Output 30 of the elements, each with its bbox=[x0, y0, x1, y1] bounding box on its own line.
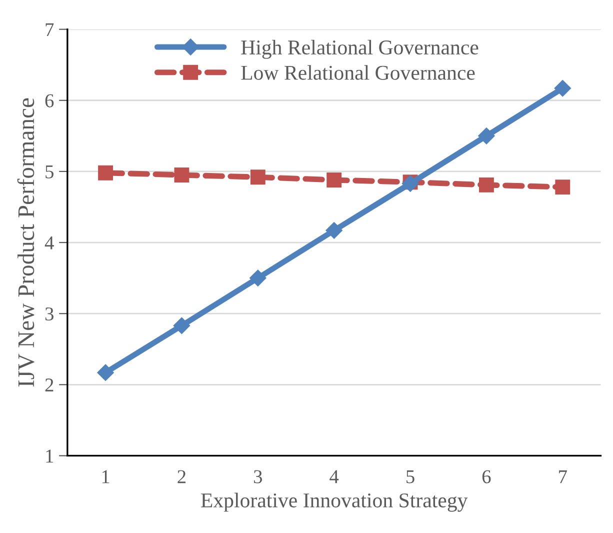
y-tick-label: 6 bbox=[45, 94, 54, 108]
point bbox=[326, 172, 342, 188]
x-tick-label: 1 bbox=[102, 470, 110, 484]
legend-label: Low Relational Governance bbox=[241, 65, 475, 80]
point bbox=[98, 165, 113, 180]
x-tick-label: 6 bbox=[482, 470, 491, 484]
point bbox=[173, 317, 190, 334]
point bbox=[97, 364, 114, 381]
y-tick-label: 7 bbox=[46, 23, 54, 36]
point bbox=[555, 180, 570, 195]
x-tick-label: 4 bbox=[330, 470, 339, 484]
point bbox=[250, 170, 266, 185]
x-axis-title: Explorative Innovation Strategy bbox=[201, 492, 468, 512]
y-tick-label: 3 bbox=[45, 307, 54, 321]
point bbox=[478, 177, 494, 192]
point bbox=[250, 270, 266, 286]
y-tick-label: 4 bbox=[44, 236, 54, 250]
y-tick-label: 2 bbox=[45, 378, 54, 392]
point bbox=[478, 128, 495, 144]
x-tick-label: 3 bbox=[254, 470, 262, 484]
y-tick-label: 1 bbox=[46, 450, 54, 462]
point bbox=[554, 80, 572, 97]
x-tick-label: 2 bbox=[178, 470, 186, 484]
legend-label: High Relational Governance bbox=[241, 40, 478, 59]
y-axis-title: IJV New Product Performance bbox=[17, 98, 34, 387]
y-tick-label: 5 bbox=[46, 165, 54, 178]
x-tick-label: 5 bbox=[406, 470, 414, 484]
point bbox=[174, 168, 190, 182]
point bbox=[326, 222, 342, 239]
x-tick-label: 7 bbox=[559, 470, 567, 484]
